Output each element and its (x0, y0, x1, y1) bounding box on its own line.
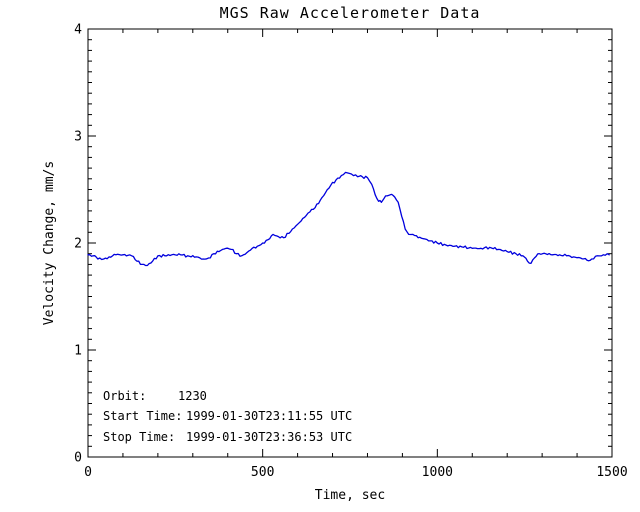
plot-box (87, 28, 613, 458)
y-tick-label: 1 (74, 344, 82, 359)
x-axis-label: Time, sec (315, 488, 385, 503)
y-tick-label: 0 (74, 451, 82, 466)
annotation-start-time-label: Start Time: (103, 409, 182, 423)
x-tick-label: 500 (251, 465, 274, 480)
annotation-stop-time-value: 1999-01-30T23:36:53 UTC (186, 430, 352, 444)
x-tick-label: 1500 (596, 465, 627, 480)
x-tick-label: 1000 (422, 465, 453, 480)
chart-title: MGS Raw Accelerometer Data (220, 4, 481, 22)
annotation-orbit-value: 1230 (178, 389, 207, 403)
y-tick-label: 3 (74, 130, 82, 145)
y-tick-label: 4 (74, 23, 82, 38)
y-axis-label: Velocity Change, mm/s (42, 161, 57, 325)
annotation-orbit-label: Orbit: (103, 389, 146, 403)
data-series-line (87, 171, 610, 267)
y-tick-label: 2 (74, 237, 82, 252)
annotation-stop-time-label: Stop Time: (103, 430, 175, 444)
annotation-start-time-value: 1999-01-30T23:11:55 UTC (186, 409, 352, 423)
x-tick-label: 0 (84, 465, 92, 480)
